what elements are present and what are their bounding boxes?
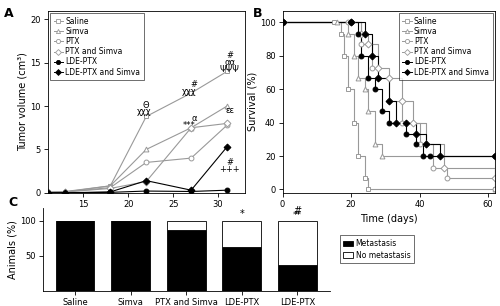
- Text: #: #: [226, 51, 233, 60]
- Legend: Saline, Simva, PTX, PTX and Simva, LDE-PTX, LDE-PTX and Simva: Saline, Simva, PTX, PTX and Simva, LDE-P…: [50, 13, 144, 80]
- Bar: [111, 221, 150, 291]
- Text: #: #: [294, 207, 302, 216]
- Text: Θ: Θ: [143, 101, 150, 110]
- Y-axis label: Survival (%): Survival (%): [247, 72, 257, 131]
- Text: C: C: [8, 196, 17, 209]
- Y-axis label: Tumor volume (cm³): Tumor volume (cm³): [18, 52, 28, 151]
- Text: α: α: [191, 114, 196, 123]
- Legend: Saline, Simva, PTX, PTX and Simva, LDE-PTX, LDE-PTX and Simva: Saline, Simva, PTX, PTX and Simva, LDE-P…: [398, 13, 492, 80]
- Bar: [167, 221, 205, 230]
- Text: +++: +++: [220, 165, 240, 174]
- Bar: [278, 265, 317, 291]
- Bar: [278, 221, 317, 265]
- Bar: [56, 221, 94, 291]
- Y-axis label: Animals (%): Animals (%): [7, 220, 17, 279]
- X-axis label: Time (days): Time (days): [360, 214, 418, 224]
- Legend: Metastasis, No metastasis: Metastasis, No metastasis: [340, 235, 414, 263]
- Text: ΨΨΨ: ΨΨΨ: [220, 65, 240, 74]
- Text: B: B: [253, 7, 262, 20]
- Text: ***: ***: [183, 121, 196, 130]
- Text: εε: εε: [225, 106, 234, 115]
- Text: *: *: [240, 209, 244, 218]
- Text: **: **: [293, 211, 302, 220]
- Text: χχχ: χχχ: [137, 107, 152, 117]
- Text: χχχ: χχχ: [182, 87, 196, 96]
- X-axis label: Time (days): Time (days): [118, 214, 175, 224]
- Text: αα: αα: [224, 58, 235, 67]
- Text: #: #: [190, 80, 198, 89]
- Text: #: #: [226, 158, 233, 167]
- Bar: [222, 221, 262, 247]
- Bar: [222, 247, 262, 291]
- Bar: [167, 230, 205, 291]
- Text: A: A: [4, 7, 14, 20]
